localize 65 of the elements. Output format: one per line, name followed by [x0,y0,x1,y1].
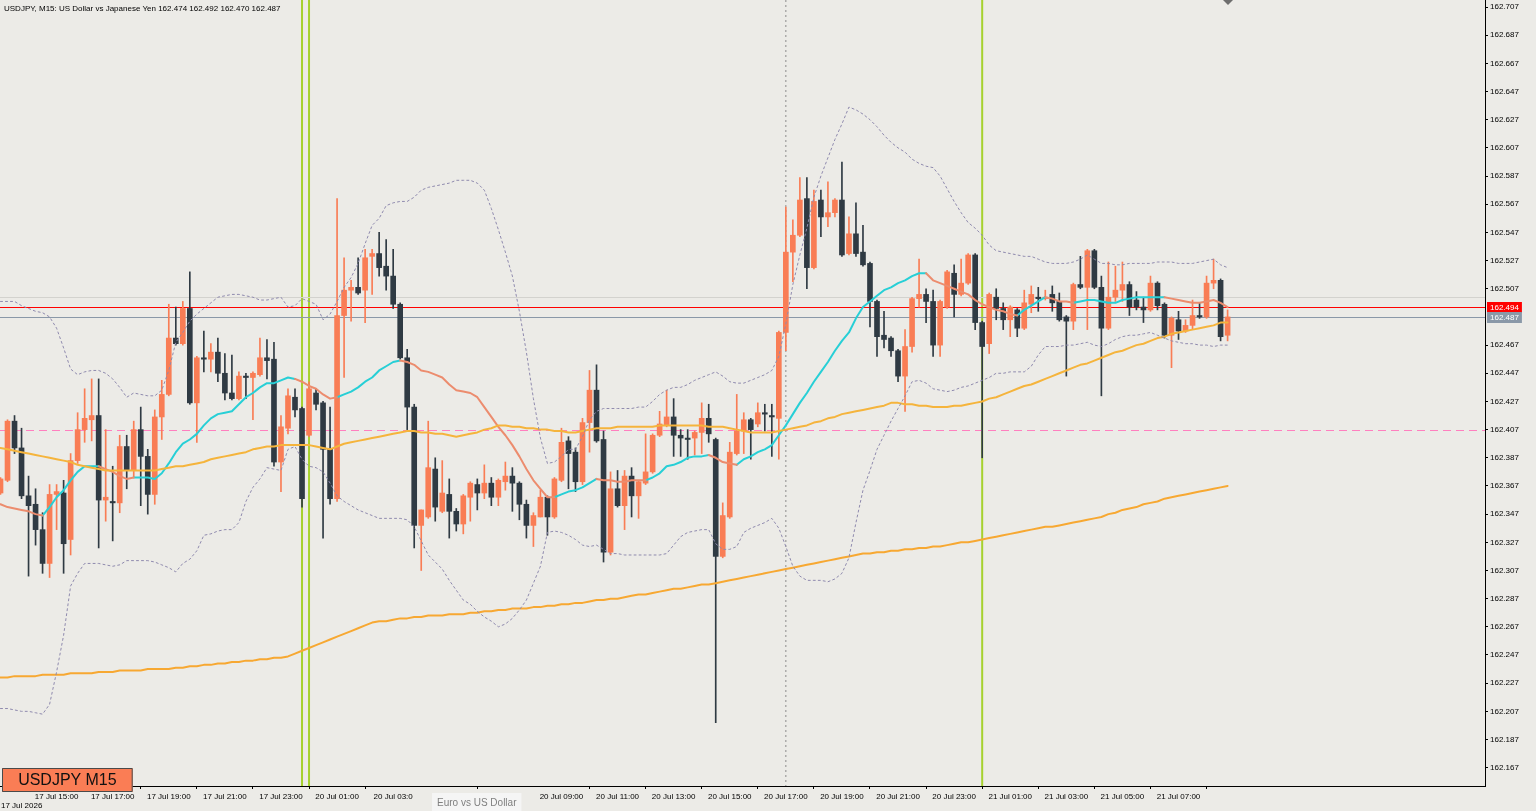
line-series [0,106,1229,464]
y-tick-label: 162.587 [1490,171,1520,181]
x-tick-label: 17 Jul 19:00 [146,792,192,802]
line-series [0,331,1229,715]
x-tick-label: 20 Jul 03:0 [373,792,414,802]
y-tick-label: 162.607 [1490,143,1520,153]
x-tick-label: 17 Jul 15:00 [34,792,79,802]
x-tick-label: 20 Jul 01:00 [315,792,360,802]
x-tick-label: 21 Jul 03:00 [1044,792,1089,802]
y-tick-label: 162.627 [1490,114,1520,124]
y-tick-label: 162.687 [1490,30,1520,40]
candlestick [102,429,109,522]
x-tick-label: 17 Jul 21:00 [203,792,248,802]
text: 17 Jul 2026 [1,801,43,811]
y-tick-label: 162.227 [1490,678,1520,688]
x-tick-label: 21 Jul 01:00 [988,792,1033,802]
y-tick-label: 162.347 [1490,509,1520,519]
candlestick [369,248,375,295]
y-tick-label: 162.667 [1490,58,1520,68]
y-tick-label: 162.527 [1490,255,1520,265]
x-tick-label: 21 Jul 07:00 [1156,792,1201,802]
y-tick-label: 162.167 [1490,762,1520,772]
x-tick-label: 20 Jul 09:00 [539,792,584,802]
y-tick-label: 162.387 [1490,453,1520,462]
y-tick-label: 162.427 [1490,396,1520,406]
y-tick-label: 162.447 [1490,368,1520,378]
y-tick-label: 162.327 [1490,537,1520,547]
y-tick-label: 162.547 [1490,227,1520,237]
y-tick-label: 162.407 [1490,424,1520,434]
annotation: USDJPY M15 [18,771,117,789]
y-tick-label: 162.187 [1490,734,1520,744]
ref-line-label: 162.494 [1490,303,1520,313]
y-tick-label: 162.207 [1490,706,1520,716]
y-tick-label: 162.287 [1490,593,1520,603]
candlestick [761,403,768,432]
x-tick-label: 17 Jul 23:00 [259,792,304,802]
candlestick [1035,287,1042,312]
candlestick [684,429,691,460]
x-tick-label: 20 Jul 13:00 [651,792,696,802]
y-tick-label: 162.247 [1490,650,1520,660]
candlestick [355,257,361,295]
x-tick-label: 20 Jul 21:00 [876,792,921,802]
x-tick-label: 17 Jul 17:00 [90,792,136,802]
text: USDJPY, M15: US Dollar vs Japanese Yen 162.474 162.492 162.470 162.487 [4,4,282,14]
x-tick-label: 20 Jul 23:00 [932,792,977,802]
candlestick [768,403,775,457]
candlestick [109,465,116,542]
y-tick-label: 162.647 [1490,86,1520,96]
y-tick-label: 162.367 [1490,481,1520,491]
x-tick-label: 20 Jul 11:00 [596,792,640,802]
x-tick-label: 21 Jul 05:00 [1100,792,1145,802]
candlestick [243,372,249,399]
y-tick-label: 162.307 [1490,565,1520,575]
candlestick [229,354,235,401]
ref-line-label: 162.487 [1490,313,1520,323]
y-tick-label: 162.707 [1490,2,1520,12]
y-tick-label: 162.567 [1490,199,1520,209]
x-tick-label: 20 Jul 15:00 [707,792,753,802]
y-tick-label: 162.467 [1490,340,1520,350]
candlestick [201,330,207,373]
y-tick-label: 162.267 [1490,622,1520,632]
x-tick-label: 20 Jul 17:00 [764,792,809,802]
y-tick-label: 162.507 [1490,283,1520,293]
text: Euro vs US Dollar [437,796,518,808]
x-tick-label: 20 Jul 19:00 [820,792,865,802]
